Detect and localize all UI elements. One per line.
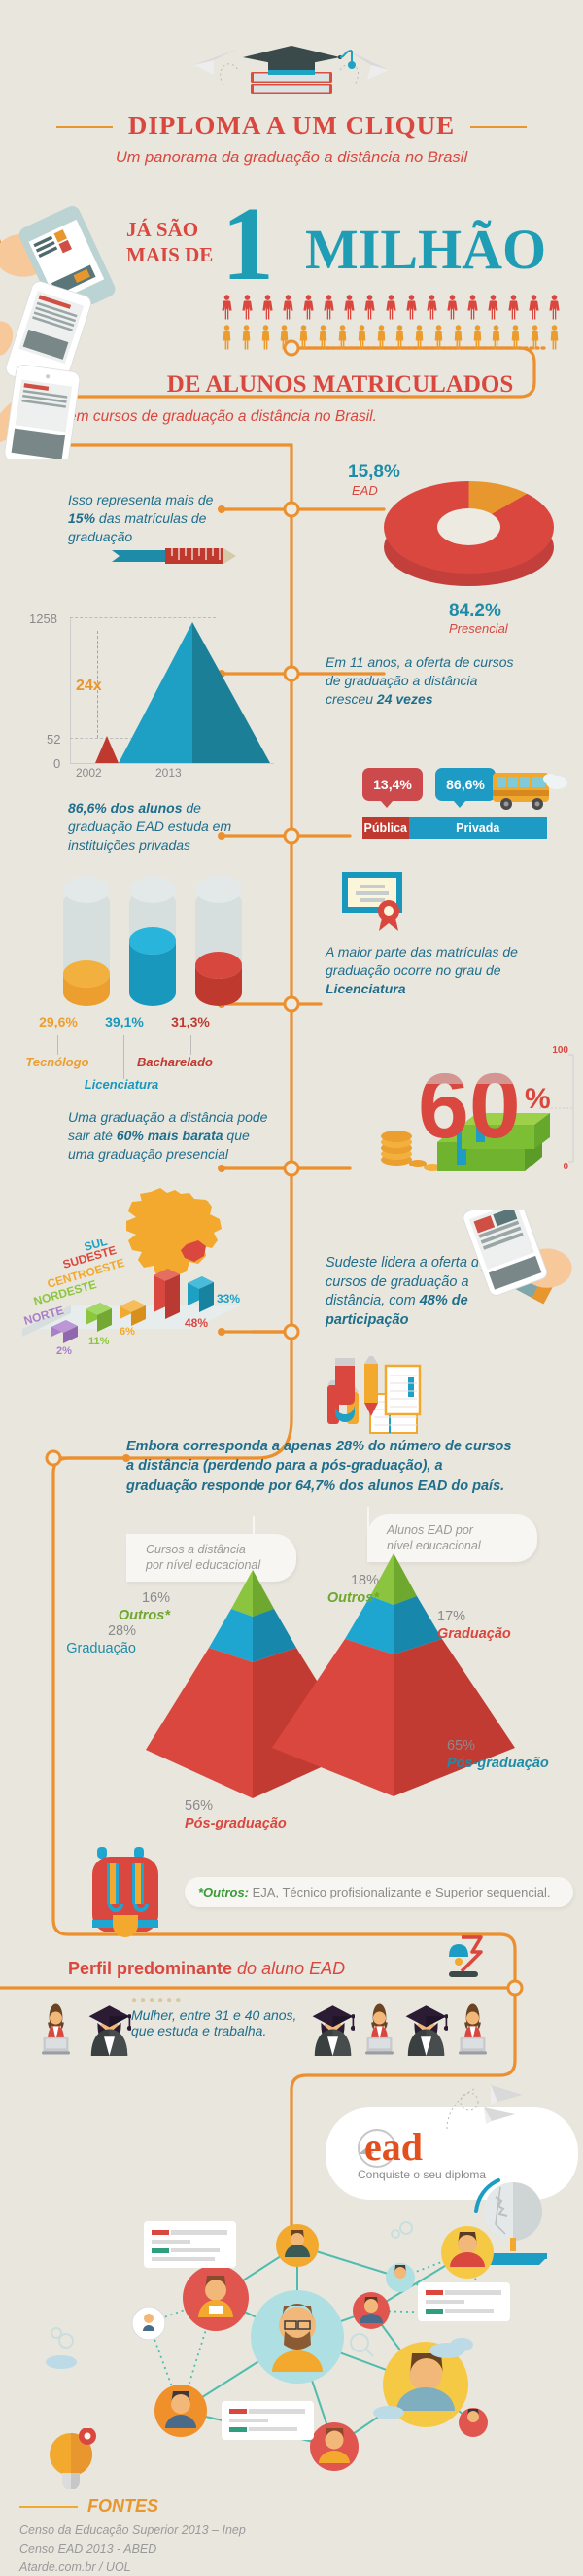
svg-text:0: 0 bbox=[563, 1162, 568, 1172]
svg-text:11%: 11% bbox=[88, 1336, 110, 1347]
svg-text:100: 100 bbox=[552, 1045, 568, 1056]
svg-text:2%: 2% bbox=[56, 1345, 72, 1357]
svg-text:ead: ead bbox=[364, 2127, 423, 2169]
svg-text:%: % bbox=[525, 1083, 551, 1115]
svg-text:6%: 6% bbox=[120, 1326, 135, 1338]
svg-text:48%: 48% bbox=[185, 1316, 208, 1330]
svg-text:33%: 33% bbox=[217, 1292, 240, 1305]
